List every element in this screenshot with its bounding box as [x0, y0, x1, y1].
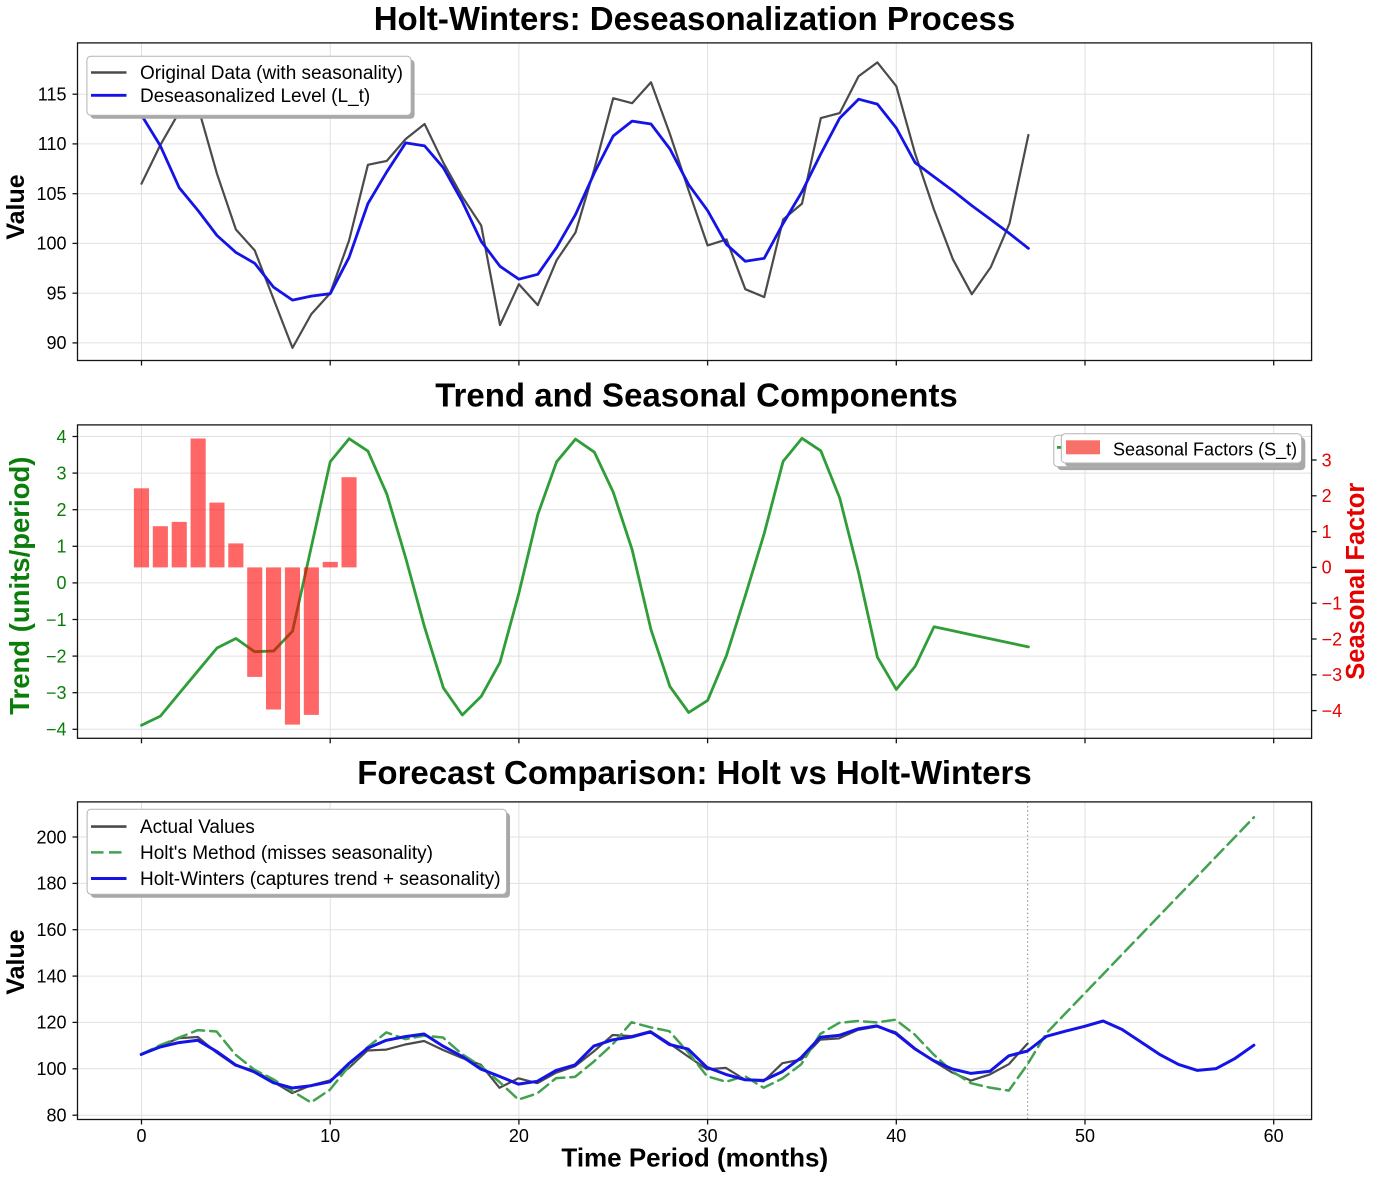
svg-text:140: 140: [36, 966, 66, 986]
svg-text:105: 105: [36, 184, 66, 204]
svg-text:0: 0: [136, 1126, 146, 1146]
svg-text:40: 40: [886, 1126, 906, 1146]
svg-text:30: 30: [698, 1126, 718, 1146]
svg-text:50: 50: [1075, 1126, 1095, 1146]
svg-text:10: 10: [320, 1126, 340, 1146]
svg-text:0: 0: [56, 573, 66, 593]
svg-text:Forecast Comparison: Holt vs H: Forecast Comparison: Holt vs Holt-Winter…: [357, 754, 1031, 791]
svg-text:−1: −1: [46, 610, 67, 630]
svg-text:3: 3: [1322, 450, 1332, 470]
svg-text:Value: Value: [2, 174, 30, 239]
svg-text:Deseasonalized Level (L_t): Deseasonalized Level (L_t): [140, 86, 370, 107]
svg-text:Trend and Seasonal Components: Trend and Seasonal Components: [435, 377, 958, 414]
svg-text:−1: −1: [1322, 594, 1343, 614]
svg-text:180: 180: [36, 874, 66, 894]
svg-text:−2: −2: [46, 646, 67, 666]
svg-text:160: 160: [36, 920, 66, 940]
svg-text:1: 1: [1322, 522, 1332, 542]
svg-text:110: 110: [38, 134, 67, 154]
svg-text:3: 3: [56, 463, 66, 483]
svg-text:200: 200: [36, 827, 66, 847]
svg-text:100: 100: [36, 1059, 66, 1079]
svg-text:90: 90: [46, 333, 66, 353]
svg-text:115: 115: [38, 85, 67, 105]
svg-text:2: 2: [56, 500, 66, 520]
svg-text:80: 80: [46, 1106, 66, 1126]
svg-text:−4: −4: [1322, 701, 1343, 721]
svg-text:Holt-Winters: Deseasonalizatio: Holt-Winters: Deseasonalization Process: [374, 0, 1016, 37]
svg-text:1: 1: [56, 537, 66, 557]
svg-text:−2: −2: [1322, 629, 1343, 649]
svg-text:60: 60: [1264, 1126, 1284, 1146]
svg-text:100: 100: [36, 234, 66, 254]
svg-text:Seasonal Factor: Seasonal Factor: [1342, 483, 1370, 680]
svg-text:95: 95: [46, 284, 66, 304]
svg-text:−3: −3: [46, 683, 67, 703]
svg-text:−4: −4: [46, 720, 67, 740]
svg-text:Original Data (with seasonalit: Original Data (with seasonality): [140, 63, 403, 84]
svg-text:Holt-Winters (captures trend +: Holt-Winters (captures trend + seasonali…: [140, 869, 501, 890]
svg-text:4: 4: [56, 427, 66, 447]
svg-text:120: 120: [36, 1013, 66, 1033]
svg-text:20: 20: [509, 1126, 529, 1146]
svg-text:Holt's Method (misses seasonal: Holt's Method (misses seasonality): [140, 843, 433, 864]
svg-text:Value: Value: [2, 929, 30, 994]
svg-text:Actual Values: Actual Values: [140, 817, 255, 838]
svg-text:Seasonal Factors (S_t): Seasonal Factors (S_t): [1113, 440, 1297, 461]
svg-text:0: 0: [1322, 558, 1332, 578]
svg-text:Time Period (months): Time Period (months): [561, 1143, 828, 1173]
svg-text:2: 2: [1322, 486, 1332, 506]
svg-text:Trend (units/period): Trend (units/period): [4, 457, 35, 715]
svg-text:−3: −3: [1322, 665, 1343, 685]
